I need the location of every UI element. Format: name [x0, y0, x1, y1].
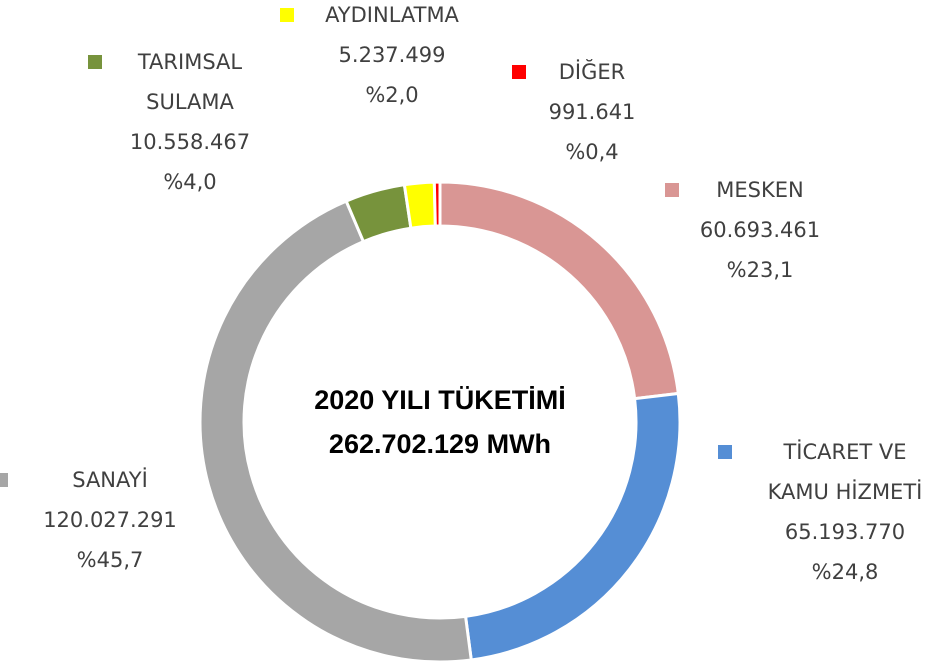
category-label: TİCARET VE KAMU HİZMETİ — [767, 440, 923, 504]
value-label: 991.641 — [548, 100, 636, 124]
percent-label: %0,4 — [565, 140, 619, 164]
category-label: TARIMSAL SULAMA — [137, 50, 243, 114]
data-label: TARIMSAL SULAMA 10.558.467 %4,0 — [110, 42, 270, 202]
center-total: 262.702.129 MWh — [328, 429, 552, 459]
category-label: AYDINLATMA — [325, 3, 459, 27]
data-label: AYDINLATMA 5.237.499 %2,0 — [292, 0, 492, 115]
value-label: 65.193.770 — [784, 520, 906, 544]
percent-label: %4,0 — [163, 170, 217, 194]
value-label: 10.558.467 — [129, 130, 251, 154]
percent-label: %24,8 — [811, 560, 879, 584]
data-label: DİĞER 991.641 %0,4 — [492, 52, 692, 172]
center-title: 2020 YILI TÜKETİMİ — [314, 385, 566, 415]
value-label: 120.027.291 — [43, 508, 177, 532]
category-label: SANAYİ — [72, 468, 148, 492]
legend-swatch — [512, 65, 526, 79]
donut-segment — [402, 180, 437, 230]
percent-label: %45,7 — [76, 548, 144, 572]
percent-label: %2,0 — [365, 83, 419, 107]
legend-swatch — [280, 8, 294, 22]
legend-swatch — [0, 473, 8, 487]
category-label: MESKEN — [716, 178, 804, 202]
value-label: 60.693.461 — [699, 218, 821, 242]
percent-label: %23,1 — [726, 258, 794, 282]
value-label: 5.237.499 — [338, 43, 446, 67]
legend-swatch — [718, 445, 732, 459]
legend-swatch — [665, 183, 679, 197]
center-text: 2020 YILI TÜKETİMİ 262.702.129 MWh — [314, 378, 566, 466]
legend-swatch — [88, 55, 102, 69]
donut-segment — [432, 180, 442, 228]
data-label: MESKEN 60.693.461 %23,1 — [660, 170, 860, 290]
donut-segment — [438, 180, 680, 401]
data-label: TİCARET VE KAMU HİZMETİ 65.193.770 %24,8 — [765, 432, 925, 592]
donut-segment — [198, 199, 473, 664]
category-label: DİĞER — [558, 60, 626, 84]
data-label: SANAYİ 120.027.291 %45,7 — [10, 460, 210, 580]
